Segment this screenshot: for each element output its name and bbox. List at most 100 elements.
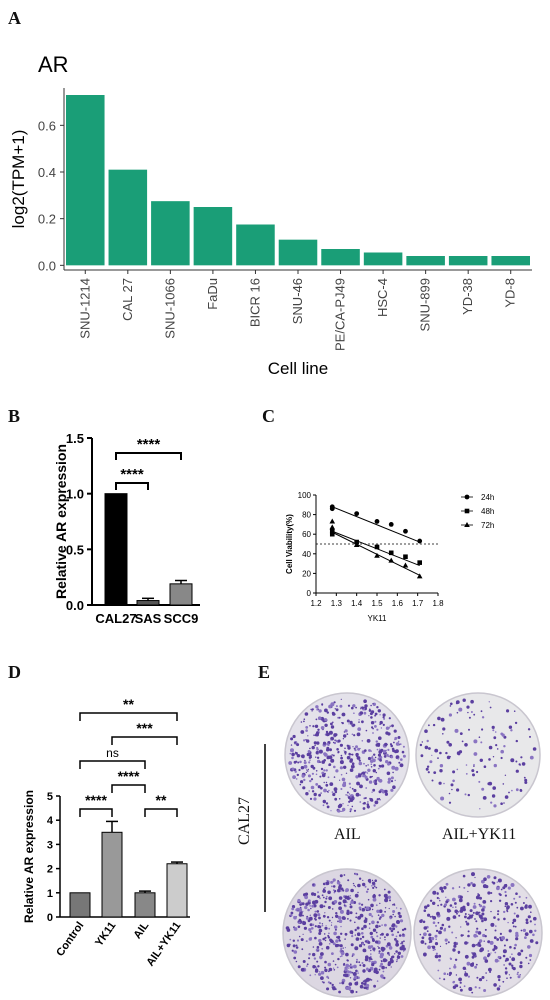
colony-dot <box>376 909 380 913</box>
colony-dot <box>350 963 352 966</box>
colony-dot <box>326 732 330 736</box>
colony-dot <box>344 750 347 754</box>
colony-dot <box>286 943 291 948</box>
colony-dot <box>332 889 335 892</box>
colony-dot <box>306 963 309 966</box>
colony-dot <box>529 755 534 760</box>
colony-dot <box>300 967 305 972</box>
colony-dot <box>513 897 516 900</box>
colony-dot <box>338 919 343 923</box>
colony-dot <box>322 937 325 941</box>
colony-dot <box>365 729 368 732</box>
colony-dot <box>483 765 487 768</box>
colony-dot <box>377 767 380 770</box>
colony-dot <box>375 740 378 743</box>
colony-dot <box>374 782 378 786</box>
colony-dot <box>324 718 328 722</box>
colony-dot <box>356 970 359 972</box>
colony-dot <box>309 754 312 757</box>
colony-dot <box>291 752 295 757</box>
colony-dot <box>533 916 537 921</box>
chart-d-significance-bracket <box>111 784 146 793</box>
colony-dot <box>347 879 350 882</box>
colony-dot <box>383 958 386 961</box>
colony-dot <box>448 743 452 747</box>
colony-dot <box>295 944 298 947</box>
colony-dot <box>378 952 381 955</box>
colony-dot <box>359 964 362 967</box>
colony-dot <box>361 720 364 724</box>
colony-dot <box>390 788 394 792</box>
colony-dot <box>384 742 388 747</box>
colony-dot <box>378 968 381 971</box>
colony-dot <box>312 946 315 948</box>
colony-dot <box>449 705 452 707</box>
chart-c-data-point <box>374 519 380 524</box>
colony-dot <box>479 904 483 908</box>
colony-dot <box>343 734 347 738</box>
colony-dot <box>295 960 298 963</box>
colony-dot <box>462 966 466 970</box>
colony-dot <box>465 764 468 766</box>
colony-dot <box>528 953 533 958</box>
colony-dot <box>347 918 349 920</box>
chart-b-x-tick-label: CAL27 <box>95 611 136 626</box>
colony-dot <box>303 926 307 930</box>
colony-dot <box>302 960 306 963</box>
colony-dot <box>337 935 341 939</box>
colony-dot <box>438 954 442 958</box>
colony-dot <box>490 952 492 954</box>
colony-dot <box>384 907 387 909</box>
colony-dot <box>321 760 325 764</box>
colony-dot <box>315 773 318 776</box>
colony-dot <box>525 921 529 925</box>
colony-dot <box>355 961 358 963</box>
colony-dot <box>527 728 531 731</box>
colony-dot <box>358 877 362 880</box>
colony-dot <box>364 749 367 752</box>
colony-dot <box>451 788 453 791</box>
colony-dot <box>324 912 326 914</box>
colony-dot <box>357 916 361 920</box>
colony-dot <box>327 962 332 967</box>
colony-dot <box>328 927 331 930</box>
colony-dot <box>491 881 494 884</box>
colony-dot <box>481 879 485 884</box>
colony-dot <box>339 743 343 747</box>
colony-dot <box>362 980 365 982</box>
colony-dot <box>466 903 470 907</box>
plate-label-ail-yk11: AIL+YK11 <box>442 826 517 843</box>
colony-dot <box>479 758 483 762</box>
colony-dot <box>515 892 518 895</box>
colony-dot <box>401 941 404 944</box>
colony-dot <box>313 904 317 908</box>
colony-dot <box>438 977 441 980</box>
colony-dot <box>459 895 463 899</box>
colony-dot <box>356 732 361 737</box>
colony-dot <box>375 940 379 944</box>
chart-c-data-point <box>388 550 394 556</box>
colony-dot <box>388 946 393 950</box>
colony-dot <box>514 721 518 725</box>
colony-dot <box>308 957 310 959</box>
colony-dot <box>309 905 311 907</box>
colony-dot <box>361 740 364 742</box>
colony-dot <box>349 911 353 915</box>
colony-dot <box>322 741 327 745</box>
chart-a-bar <box>151 201 190 266</box>
colony-dot <box>524 778 528 782</box>
colony-dot <box>353 734 356 737</box>
colony-dot <box>394 938 397 941</box>
colony-dot <box>477 893 479 895</box>
colony-dot <box>387 772 390 775</box>
colony-dot <box>357 972 359 974</box>
colony-dot <box>337 920 339 923</box>
chart-d-significance-label: ** <box>123 696 134 712</box>
colony-dot <box>353 884 355 887</box>
colony-dot <box>365 955 369 959</box>
chart-c-data-point <box>329 524 336 530</box>
colony-dot <box>344 938 346 940</box>
colony-dot <box>390 966 392 968</box>
colony-dot <box>361 981 364 985</box>
